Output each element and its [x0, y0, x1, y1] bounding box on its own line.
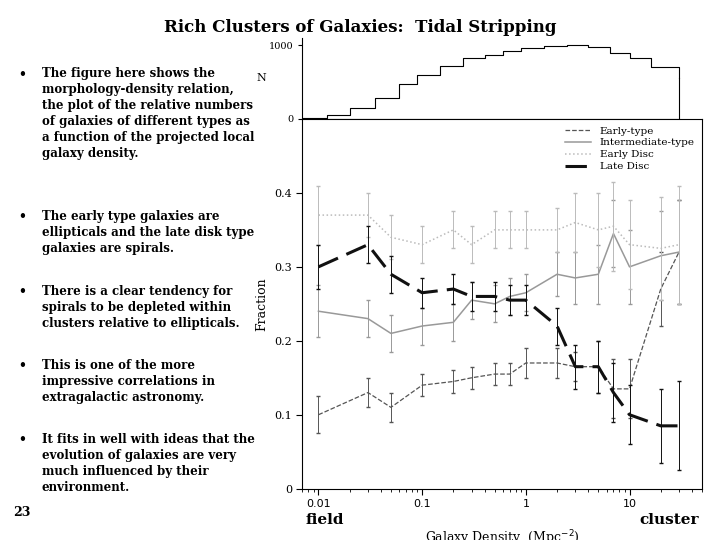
Late Disc — [571, 363, 580, 370]
Early-type — [490, 371, 499, 377]
Text: It fits in well with ideas that the
evolution of galaxies are very
much influenc: It fits in well with ideas that the evol… — [42, 434, 255, 495]
Late Disc — [553, 323, 562, 329]
Text: •: • — [19, 359, 27, 372]
Late Disc — [609, 389, 618, 396]
Intermediate-type — [449, 319, 458, 326]
Early-type — [505, 371, 514, 377]
Early-type — [553, 360, 562, 366]
Early-type — [521, 360, 530, 366]
Late Disc — [657, 423, 665, 429]
Text: •: • — [19, 434, 27, 447]
Intermediate-type — [675, 249, 683, 255]
Early-type — [387, 404, 395, 410]
X-axis label: Galaxy Density  (Mpc$^{-2}$): Galaxy Density (Mpc$^{-2}$) — [425, 529, 580, 540]
Late Disc — [675, 423, 683, 429]
Late Disc — [364, 241, 372, 248]
Early-type — [594, 363, 603, 370]
Late Disc — [314, 264, 323, 270]
Intermediate-type — [571, 275, 580, 281]
Intermediate-type — [609, 231, 618, 237]
Intermediate-type — [387, 330, 395, 336]
Late Disc — [418, 289, 426, 296]
Early Disc — [571, 219, 580, 226]
Early Disc — [625, 241, 634, 248]
Early Disc — [609, 223, 618, 230]
Late Disc — [505, 297, 514, 303]
Early Disc — [418, 241, 426, 248]
Intermediate-type — [553, 271, 562, 278]
Early Disc — [594, 227, 603, 233]
Late Disc — [467, 293, 476, 300]
Text: Rich Clusters of Galaxies:  Tidal Stripping: Rich Clusters of Galaxies: Tidal Strippi… — [163, 19, 557, 36]
Intermediate-type — [467, 297, 476, 303]
Text: •: • — [19, 68, 27, 80]
Early Disc — [449, 227, 458, 233]
Intermediate-type — [314, 308, 323, 314]
Early Disc — [657, 245, 665, 252]
Early Disc — [490, 227, 499, 233]
Intermediate-type — [490, 301, 499, 307]
Text: This is one of the more
impressive correlations in
extragalactic astronomy.: This is one of the more impressive corre… — [42, 359, 215, 404]
Intermediate-type — [657, 253, 665, 259]
Text: cluster: cluster — [639, 513, 698, 527]
Intermediate-type — [625, 264, 634, 270]
Early Disc — [505, 227, 514, 233]
Line: Early Disc: Early Disc — [318, 215, 679, 248]
Early-type — [314, 411, 323, 418]
Legend: Early-type, Intermediate-type, Early Disc, Late Disc: Early-type, Intermediate-type, Early Dis… — [563, 124, 697, 173]
Intermediate-type — [594, 271, 603, 278]
Line: Late Disc: Late Disc — [318, 245, 679, 426]
Early-type — [675, 249, 683, 255]
Early Disc — [387, 234, 395, 240]
Early Disc — [521, 227, 530, 233]
Early-type — [609, 386, 618, 392]
Line: Intermediate-type: Intermediate-type — [318, 234, 679, 333]
Early Disc — [675, 241, 683, 248]
Late Disc — [625, 411, 634, 418]
Intermediate-type — [418, 323, 426, 329]
Late Disc — [594, 363, 603, 370]
Early Disc — [553, 227, 562, 233]
Late Disc — [449, 286, 458, 292]
Text: The early type galaxies are
ellipticals and the late disk type
galaxies are spir: The early type galaxies are ellipticals … — [42, 211, 254, 255]
Text: 23: 23 — [13, 507, 30, 519]
Intermediate-type — [521, 289, 530, 296]
Late Disc — [490, 293, 499, 300]
Text: There is a clear tendency for
spirals to be depleted within
clusters relative to: There is a clear tendency for spirals to… — [42, 285, 239, 330]
Text: The figure here shows the
morphology-density relation,
the plot of the relative : The figure here shows the morphology-den… — [42, 68, 254, 160]
Early-type — [449, 378, 458, 384]
Early-type — [625, 386, 634, 392]
Early-type — [571, 363, 580, 370]
Intermediate-type — [505, 293, 514, 300]
Text: •: • — [19, 285, 27, 298]
Early-type — [364, 389, 372, 396]
Intermediate-type — [364, 315, 372, 322]
Early-type — [657, 286, 665, 292]
Text: •: • — [19, 211, 27, 224]
Text: field: field — [306, 513, 344, 527]
Early Disc — [467, 241, 476, 248]
Line: Early-type: Early-type — [318, 252, 679, 415]
Early Disc — [364, 212, 372, 218]
Early Disc — [314, 212, 323, 218]
Early-type — [418, 382, 426, 388]
Late Disc — [387, 271, 395, 278]
Y-axis label: Fraction: Fraction — [256, 277, 269, 330]
Early-type — [467, 375, 476, 381]
Y-axis label: N: N — [257, 73, 266, 83]
Late Disc — [521, 297, 530, 303]
